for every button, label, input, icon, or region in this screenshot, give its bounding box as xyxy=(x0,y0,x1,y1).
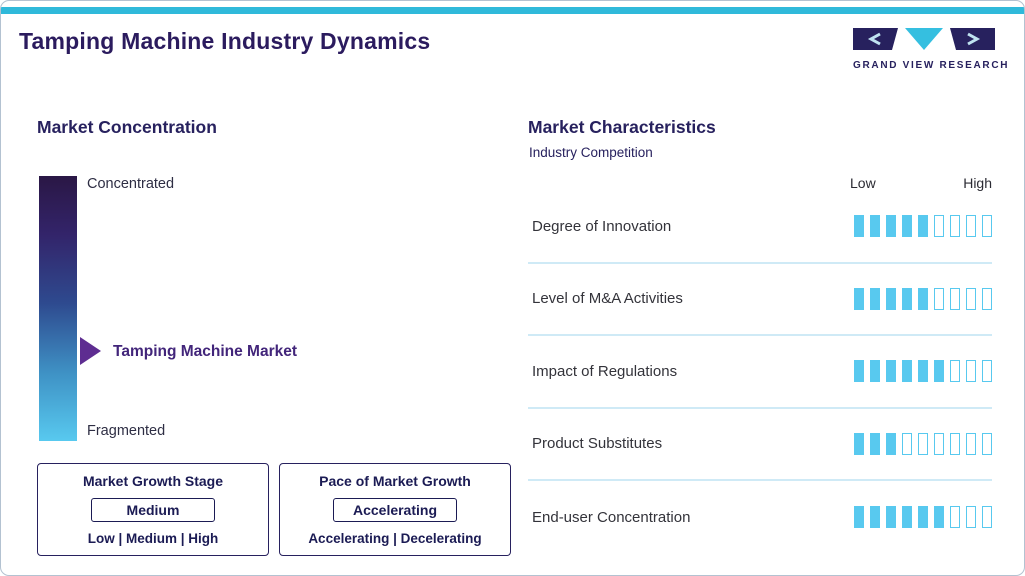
pace-value: Accelerating xyxy=(333,498,457,522)
rating-segment-empty xyxy=(934,287,944,310)
rating-segment-filled xyxy=(870,432,880,455)
characteristic-label: Product Substitutes xyxy=(532,435,663,453)
rating-segment-empty xyxy=(966,360,976,383)
rating-segment-empty xyxy=(966,506,976,529)
rating-segment-empty xyxy=(950,506,960,529)
rating-segment-empty xyxy=(966,287,976,310)
characteristic-label: Level of M&A Activities xyxy=(532,290,683,308)
rating-segment-filled xyxy=(886,287,896,310)
market-concentration-heading: Market Concentration xyxy=(37,117,217,137)
rating-segment-filled xyxy=(902,215,912,238)
pace-title: Pace of Market Growth xyxy=(319,473,471,489)
rating-segment-empty xyxy=(950,432,960,455)
rating-segment-filled xyxy=(886,432,896,455)
brand-logo: GRAND VIEW RESEARCH xyxy=(853,27,1010,71)
rating-segment-filled xyxy=(934,506,944,529)
rating-segment-filled xyxy=(918,287,928,310)
rating-segment-empty xyxy=(966,215,976,238)
rating-segment-filled xyxy=(854,215,864,238)
rating-segment-empty xyxy=(982,506,992,529)
pace-options: Accelerating | Decelerating xyxy=(308,531,482,546)
scale-labels: Low High xyxy=(528,175,992,191)
rating-segment-filled xyxy=(934,360,944,383)
rating-segment-empty xyxy=(982,432,992,455)
brand-logo-icon xyxy=(853,28,995,50)
industry-competition-subheading: Industry Competition xyxy=(529,145,653,160)
characteristic-row: Product Substitutes xyxy=(528,409,992,481)
brand-logo-text: GRAND VIEW RESEARCH xyxy=(853,60,1010,71)
growth-stage-value: Medium xyxy=(91,498,215,522)
rating-segment-filled xyxy=(886,506,896,529)
scale-labels-inner: Low High xyxy=(850,175,992,191)
rating-segment-filled xyxy=(918,360,928,383)
rating-segment-empty xyxy=(982,215,992,238)
rating-segment-empty xyxy=(950,287,960,310)
rating-segment-filled xyxy=(854,360,864,383)
rating-segment-filled xyxy=(902,506,912,529)
rating-segment-filled xyxy=(870,287,880,310)
fragmented-label: Fragmented xyxy=(87,423,166,439)
rating-segment-filled xyxy=(854,287,864,310)
concentrated-label: Concentrated xyxy=(87,176,175,192)
rating-segment-empty xyxy=(934,215,944,238)
characteristic-row: End-user Concentration xyxy=(528,481,992,554)
rating-bar xyxy=(854,506,992,529)
rating-segment-filled xyxy=(886,215,896,238)
rating-segment-empty xyxy=(966,432,976,455)
rating-segment-empty xyxy=(950,215,960,238)
rating-bar xyxy=(854,215,992,238)
scale-high-label: High xyxy=(963,175,992,191)
rating-segment-empty xyxy=(982,287,992,310)
pace-of-growth-box: Pace of Market Growth Accelerating Accel… xyxy=(279,463,511,556)
rating-segment-filled xyxy=(886,360,896,383)
market-position-arrow-icon xyxy=(80,337,101,365)
rating-segment-filled xyxy=(918,506,928,529)
characteristic-label: End-user Concentration xyxy=(532,508,691,526)
rating-segment-filled xyxy=(918,215,928,238)
rating-segment-empty xyxy=(902,432,912,455)
rating-segment-filled xyxy=(854,506,864,529)
market-growth-stage-box: Market Growth Stage Medium Low | Medium … xyxy=(37,463,269,556)
market-position-label: Tamping Machine Market xyxy=(113,343,298,360)
scale-low-label: Low xyxy=(850,175,876,191)
rating-segment-filled xyxy=(902,360,912,383)
rating-bar xyxy=(854,360,992,383)
rating-segment-empty xyxy=(982,360,992,383)
characteristic-row: Impact of Regulations xyxy=(528,336,992,409)
concentration-gradient-bar xyxy=(39,176,77,441)
rating-segment-empty xyxy=(950,360,960,383)
characteristic-row: Degree of Innovation xyxy=(528,191,992,264)
characteristic-label: Degree of Innovation xyxy=(532,217,672,235)
rating-segment-filled xyxy=(870,506,880,529)
rating-bar xyxy=(854,432,992,455)
growth-stage-title: Market Growth Stage xyxy=(82,473,224,489)
rating-segment-filled xyxy=(870,360,880,383)
rating-bar xyxy=(854,287,992,310)
rating-segment-empty xyxy=(934,432,944,455)
rating-segment-empty xyxy=(918,432,928,455)
rating-segment-filled xyxy=(870,215,880,238)
top-accent-bar xyxy=(1,7,1024,14)
page-title: Tamping Machine Industry Dynamics xyxy=(19,28,431,54)
characteristic-row: Level of M&A Activities xyxy=(528,264,992,336)
growth-stage-options: Low | Medium | High xyxy=(87,531,219,546)
characteristics-rows: Degree of Innovation Level of M&A Activit… xyxy=(528,191,992,554)
market-characteristics-heading: Market Characteristics xyxy=(528,117,716,137)
rating-segment-filled xyxy=(902,287,912,310)
characteristic-label: Impact of Regulations xyxy=(532,362,678,380)
rating-segment-filled xyxy=(854,432,864,455)
